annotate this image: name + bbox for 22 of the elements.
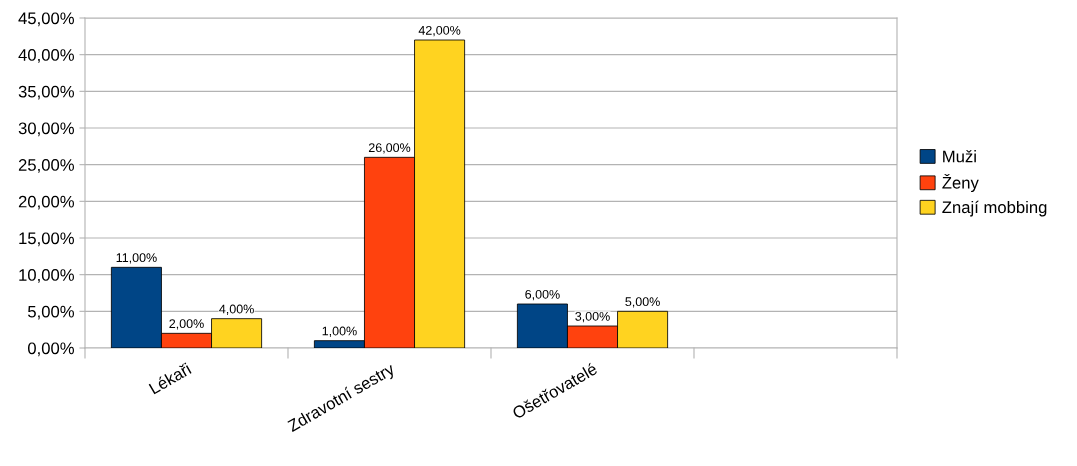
data-label: 42,00% <box>418 25 461 37</box>
data-label: 3,00% <box>575 311 610 323</box>
data-label: 4,00% <box>219 304 254 315</box>
y-tick-label: 5,00% <box>27 305 74 320</box>
data-label: 6,00% <box>525 289 560 301</box>
y-tick-label: 15,00% <box>19 232 74 247</box>
legend-label: Muži <box>943 150 976 163</box>
y-tick-label: 30,00% <box>18 122 74 137</box>
data-label: 2,00% <box>169 319 204 330</box>
legend-label: Ženy <box>942 173 979 193</box>
legend-label: Znají mobbing <box>942 200 1047 217</box>
y-tick-label: 0,00% <box>27 342 74 357</box>
y-tick-label: 25,00% <box>18 159 74 173</box>
data-label: 1,00% <box>322 326 357 337</box>
y-tick-label: 20,00% <box>18 195 74 210</box>
data-label: 26,00% <box>368 143 411 154</box>
y-tick-label: 45,00% <box>18 12 74 27</box>
data-label: 11,00% <box>116 253 157 264</box>
y-tick-label: 40,00% <box>18 49 74 63</box>
y-tick-label: 35,00% <box>18 85 74 100</box>
y-tick-label: 10,00% <box>19 269 74 283</box>
data-label: 5,00% <box>625 297 660 308</box>
